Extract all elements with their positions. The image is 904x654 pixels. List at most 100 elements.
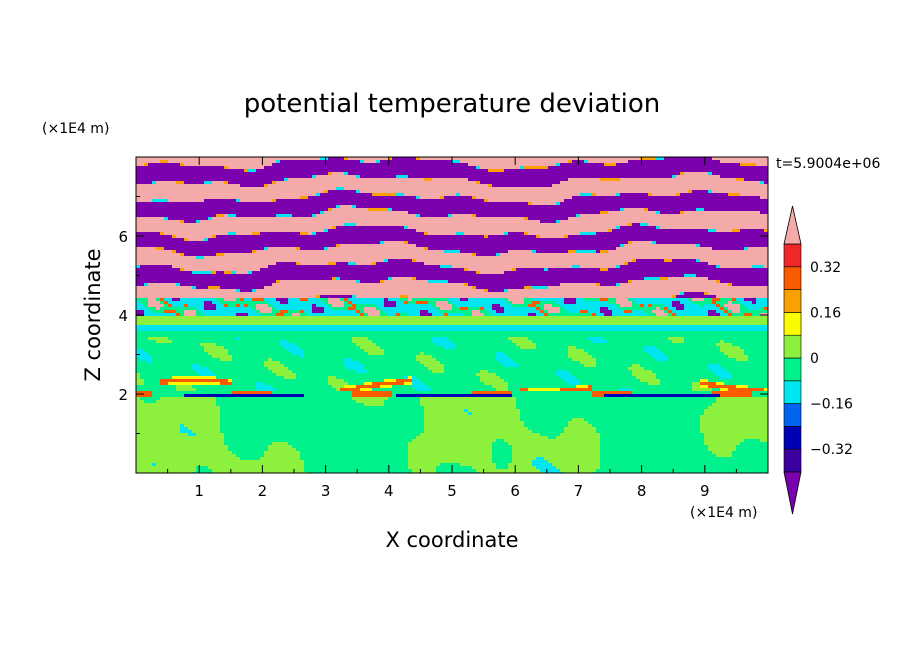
field-cell <box>708 277 768 281</box>
field-cell <box>180 427 189 431</box>
field-cell <box>192 385 257 389</box>
field-cell <box>620 178 737 182</box>
field-cell <box>352 304 357 308</box>
field-cell <box>600 448 709 452</box>
field-cell <box>436 469 477 473</box>
field-cell <box>584 349 645 353</box>
field-cell <box>600 436 705 440</box>
field-cell <box>408 175 673 179</box>
field-cell <box>384 349 569 353</box>
field-cell <box>492 184 553 188</box>
field-cell <box>608 250 768 254</box>
field-cell <box>136 292 681 296</box>
field-cell <box>348 382 365 386</box>
field-cell <box>272 385 333 389</box>
field-cell <box>728 310 733 314</box>
field-cell <box>408 442 493 446</box>
field-cell <box>532 340 593 344</box>
field-cell <box>136 424 181 428</box>
field-cell <box>652 304 665 308</box>
field-cell <box>408 463 441 467</box>
field-cell <box>720 376 733 380</box>
field-cell <box>136 190 325 194</box>
field-cell <box>708 229 717 233</box>
field-cell <box>400 298 409 302</box>
field-cell <box>312 232 317 236</box>
field-cell <box>512 451 601 455</box>
field-cell <box>168 304 173 308</box>
field-cell <box>628 241 633 245</box>
field-cell <box>472 310 481 314</box>
field-cell <box>136 196 301 200</box>
field-cell <box>384 304 397 308</box>
field-cell <box>268 367 289 371</box>
field-cell <box>728 301 733 305</box>
field-cell <box>420 157 641 161</box>
field-cell <box>340 298 345 302</box>
field-cell <box>692 382 701 386</box>
field-cell <box>196 220 201 224</box>
field-cell <box>136 247 157 251</box>
field-cell <box>568 355 593 359</box>
field-cell <box>472 391 513 395</box>
field-cell <box>148 361 153 365</box>
field-cell <box>704 433 768 437</box>
field-cell <box>272 163 469 167</box>
field-cell <box>300 196 309 200</box>
field-cell <box>640 364 709 368</box>
field-cell <box>720 160 768 164</box>
field-cell <box>416 355 433 359</box>
field-cell <box>144 310 153 314</box>
field-cell <box>264 184 269 188</box>
field-cell <box>352 391 393 395</box>
field-cell <box>648 208 697 212</box>
field-cell <box>148 298 157 302</box>
field-cell <box>600 268 609 272</box>
field-cell <box>504 379 565 383</box>
field-cell <box>276 298 289 302</box>
field-cell <box>648 352 665 356</box>
field-cell <box>620 265 717 269</box>
field-cell <box>708 379 768 383</box>
field-cell <box>352 394 393 398</box>
field-cell <box>156 307 161 311</box>
field-cell <box>136 223 345 227</box>
field-cell <box>180 424 185 428</box>
field-cell <box>632 298 689 302</box>
field-cell <box>304 460 409 464</box>
field-cell <box>660 379 701 383</box>
field-cell <box>344 172 349 176</box>
field-cell <box>556 202 561 206</box>
field-cell <box>548 310 561 314</box>
field-cell <box>516 400 717 404</box>
field-cell <box>220 424 425 428</box>
field-cell <box>308 298 321 302</box>
field-cell <box>168 301 205 305</box>
field-cell <box>596 430 701 434</box>
field-cell <box>496 439 505 443</box>
field-cell <box>680 211 685 215</box>
field-cell <box>756 163 768 167</box>
field-cell <box>276 280 281 284</box>
field-cell <box>136 262 277 266</box>
field-cell <box>136 397 141 401</box>
field-cell <box>496 355 509 359</box>
field-cell <box>456 346 521 350</box>
field-cell <box>640 157 657 161</box>
field-cell <box>588 337 605 341</box>
field-cell <box>152 181 157 185</box>
field-cell <box>224 253 473 257</box>
field-cell <box>680 172 685 176</box>
field-cell <box>496 253 501 257</box>
field-cell <box>348 307 357 311</box>
field-cell <box>404 226 409 230</box>
field-cell <box>168 337 237 341</box>
field-cell <box>548 436 557 440</box>
field-cell <box>716 382 725 386</box>
field-cell <box>592 388 621 392</box>
field-cell <box>136 373 141 377</box>
field-cell <box>596 364 633 368</box>
field-cell <box>728 193 741 197</box>
field-cell <box>136 412 221 416</box>
field-cell <box>408 313 421 317</box>
